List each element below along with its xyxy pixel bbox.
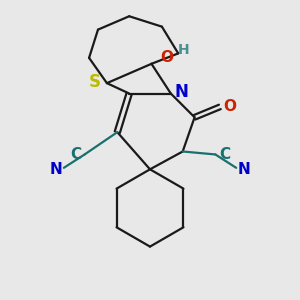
Text: N: N [50,162,62,177]
Text: S: S [88,73,101,91]
Text: C: C [70,147,81,162]
Text: O: O [160,50,173,65]
Text: O: O [224,99,236,114]
Text: N: N [238,162,250,177]
Text: N: N [174,83,188,101]
Text: C: C [219,147,230,162]
Text: H: H [178,44,190,57]
